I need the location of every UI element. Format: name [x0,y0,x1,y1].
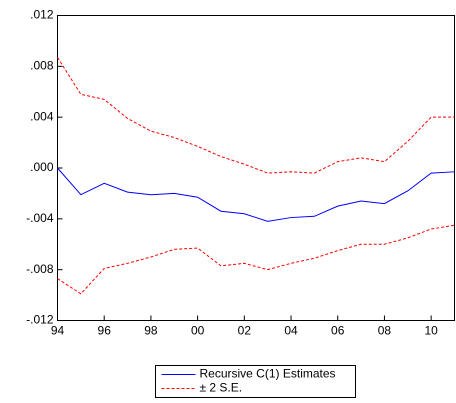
x-tick-label: 06 [331,324,345,338]
series-line [57,167,455,222]
x-tick-label: 02 [238,324,252,338]
y-tick-label: -.012 [26,313,54,327]
x-tick-label: 04 [284,324,298,338]
y-tick-label: .008 [30,59,54,73]
legend-box [155,365,356,398]
x-tick-label: 08 [378,324,392,338]
x-tick-label: 00 [191,324,205,338]
x-tick-label: 10 [424,324,438,338]
y-tick-label: -.004 [26,211,54,225]
x-tick-label: 94 [51,324,65,338]
y-tick-label: .012 [30,8,54,22]
y-tick-label: .004 [30,109,54,123]
series-line [57,224,455,295]
y-tick-label: -.008 [26,262,54,276]
legend-label: Recursive C(1) Estimates [200,367,336,381]
series-line [57,57,455,174]
x-tick-label: 98 [144,324,158,338]
plot-frame [57,15,455,321]
legend-label: ± 2 S.E. [200,381,243,395]
y-tick-label: .000 [30,160,54,174]
x-tick-label: 96 [98,324,112,338]
